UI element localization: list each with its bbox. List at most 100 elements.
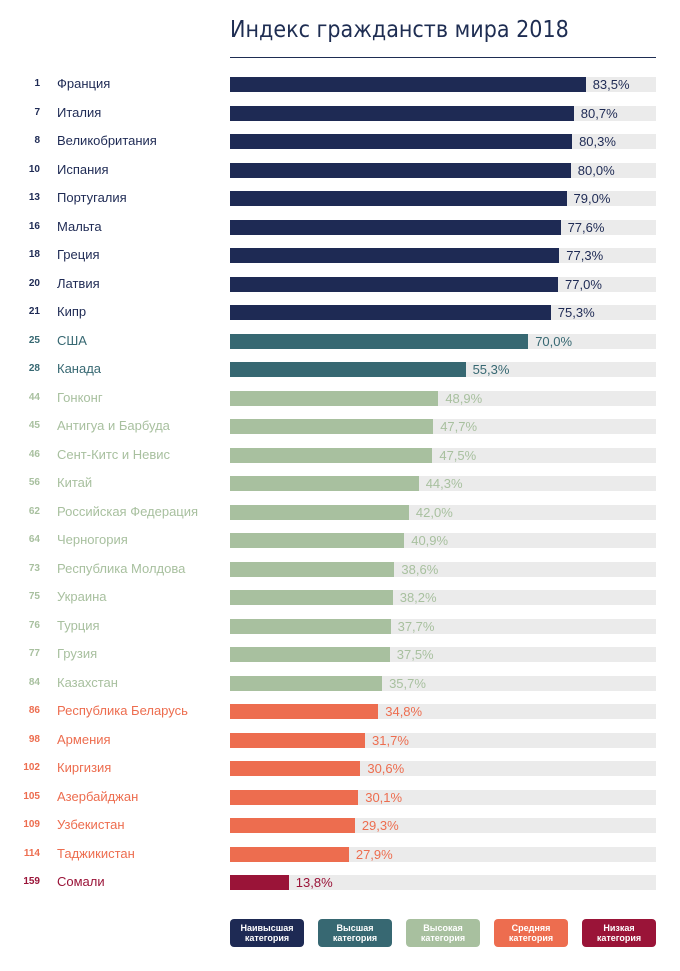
country-label: Грузия bbox=[57, 646, 98, 661]
legend-label: категория bbox=[596, 933, 642, 943]
value-label: 40,9% bbox=[411, 533, 449, 548]
country-label: Китай bbox=[57, 475, 93, 490]
country-label: Российская Федерация bbox=[57, 503, 199, 519]
rank-label: 76 bbox=[28, 619, 40, 631]
country-label: Великобритания bbox=[57, 133, 157, 148]
rank-label: 18 bbox=[28, 249, 40, 260]
country-label: Мальта bbox=[57, 218, 102, 234]
legend-item-highest: Наивысшая категория bbox=[230, 919, 304, 947]
value-label: 55,3% bbox=[472, 362, 510, 377]
country-label: Сомали bbox=[57, 874, 105, 889]
value-label: 77,3% bbox=[566, 248, 604, 263]
legend-item-low: Низкая категория bbox=[582, 919, 656, 947]
bar-track: 44,3% bbox=[230, 476, 656, 491]
bar bbox=[230, 846, 349, 862]
country-label: Республика Беларусь bbox=[57, 703, 188, 718]
chart-row: 73 Республика Молдова 38,6% bbox=[0, 555, 680, 583]
legend-label: Наивысшая bbox=[240, 923, 294, 933]
chart-row: 159 Сомали 13,8% bbox=[0, 868, 680, 896]
value-label: 30,1% bbox=[365, 789, 403, 805]
bar bbox=[230, 305, 551, 320]
bar bbox=[230, 590, 393, 605]
bar-track: 42,0% bbox=[230, 504, 656, 520]
bar bbox=[230, 77, 586, 92]
rank-label: 159 bbox=[23, 876, 40, 887]
country-label: Португалия bbox=[57, 190, 127, 205]
chart-row: 84 Казахстан 35,7% bbox=[0, 669, 680, 697]
value-label: 31,7% bbox=[372, 732, 409, 748]
legend: Наивысшая категория Высшая категория Высокая… bbox=[230, 919, 656, 948]
bar-track: 38,6% bbox=[230, 561, 656, 577]
rank-label: 62 bbox=[28, 505, 40, 517]
value-label: 48,9% bbox=[445, 390, 483, 406]
country-label: Латвия bbox=[57, 275, 100, 291]
bar-track: 47,5% bbox=[230, 447, 656, 463]
bar-track: 77,3% bbox=[230, 248, 656, 263]
chart-row: 44 Гонконг 48,9% bbox=[0, 384, 680, 412]
bar bbox=[230, 533, 405, 548]
bar-track: 83,5% bbox=[230, 77, 656, 92]
rank-label: 16 bbox=[28, 220, 40, 232]
chart-row: 45 Антигуа и Барбуда 47,7% bbox=[0, 412, 680, 440]
country-label: Канада bbox=[57, 361, 102, 376]
bar bbox=[230, 362, 466, 377]
country-label: Армения bbox=[57, 731, 111, 747]
bar-track: 27,9% bbox=[230, 846, 656, 862]
bar-track: 13,8% bbox=[230, 875, 656, 890]
bar bbox=[230, 276, 559, 292]
legend-label: категория bbox=[508, 933, 554, 943]
value-label: 30,6% bbox=[367, 761, 405, 776]
legend-label: Низкая bbox=[603, 923, 635, 933]
value-label: 83,5% bbox=[592, 77, 630, 92]
country-label: США bbox=[57, 332, 87, 348]
value-label: 75,3% bbox=[557, 305, 595, 320]
legend-item-high: Высокая категория bbox=[406, 919, 480, 947]
bar bbox=[230, 818, 355, 833]
bar bbox=[230, 248, 560, 263]
rank-label: 73 bbox=[28, 562, 40, 574]
bar bbox=[230, 732, 366, 748]
bar-track: 35,7% bbox=[230, 675, 656, 691]
bar bbox=[230, 789, 359, 805]
rank-label: 102 bbox=[23, 762, 40, 773]
rank-label: 109 bbox=[23, 819, 40, 830]
bar bbox=[230, 504, 409, 520]
country-label: Турция bbox=[57, 617, 100, 633]
bar bbox=[230, 390, 439, 406]
legend-label: категория bbox=[332, 933, 378, 943]
rank-label: 28 bbox=[28, 363, 40, 374]
bar-track: 75,3% bbox=[230, 305, 656, 320]
bar-track: 30,1% bbox=[230, 789, 656, 805]
bar-track: 37,7% bbox=[230, 618, 656, 634]
value-label: 77,6% bbox=[567, 219, 605, 235]
rank-label: 105 bbox=[23, 790, 40, 802]
chart-row: 102 Киргизия 30,6% bbox=[0, 754, 680, 782]
bar-track: 48,9% bbox=[230, 390, 656, 406]
chart-row: 46 Сент-Китс и Невис 47,5% bbox=[0, 441, 680, 469]
legend-label: категория bbox=[420, 933, 466, 943]
country-label: Сент-Китс и Невис bbox=[57, 446, 170, 462]
bar bbox=[230, 162, 571, 178]
legend-label: категория bbox=[244, 933, 290, 943]
chart-row: 114 Таджикистан 27,9% bbox=[0, 840, 680, 868]
bar-track: 55,3% bbox=[230, 362, 656, 377]
chart-row: 77 Грузия 37,5% bbox=[0, 640, 680, 668]
legend-label: Высшая bbox=[336, 923, 374, 933]
rank-label: 64 bbox=[28, 534, 40, 545]
bar-track: 79,0% bbox=[230, 191, 656, 206]
chart-row: 109 Узбекистан 29,3% bbox=[0, 811, 680, 839]
rank-label: 84 bbox=[28, 676, 40, 688]
bar bbox=[230, 761, 361, 776]
chart-row: 16 Мальта 77,6% bbox=[0, 213, 680, 241]
chart-row: 62 Российская Федерация 42,0% bbox=[0, 498, 680, 526]
bar-track: 77,0% bbox=[230, 276, 656, 292]
country-label: Республика Молдова bbox=[57, 560, 186, 576]
rank-label: 44 bbox=[28, 391, 40, 403]
chart-row: 76 Турция 37,7% bbox=[0, 612, 680, 640]
chart-row: 10 Испания 80,0% bbox=[0, 156, 680, 184]
rank-label: 21 bbox=[28, 306, 40, 317]
value-label: 13,8% bbox=[295, 875, 333, 890]
country-label: Гонконг bbox=[57, 389, 103, 405]
bar-track: 34,8% bbox=[230, 704, 656, 719]
country-label: Черногория bbox=[57, 532, 128, 547]
